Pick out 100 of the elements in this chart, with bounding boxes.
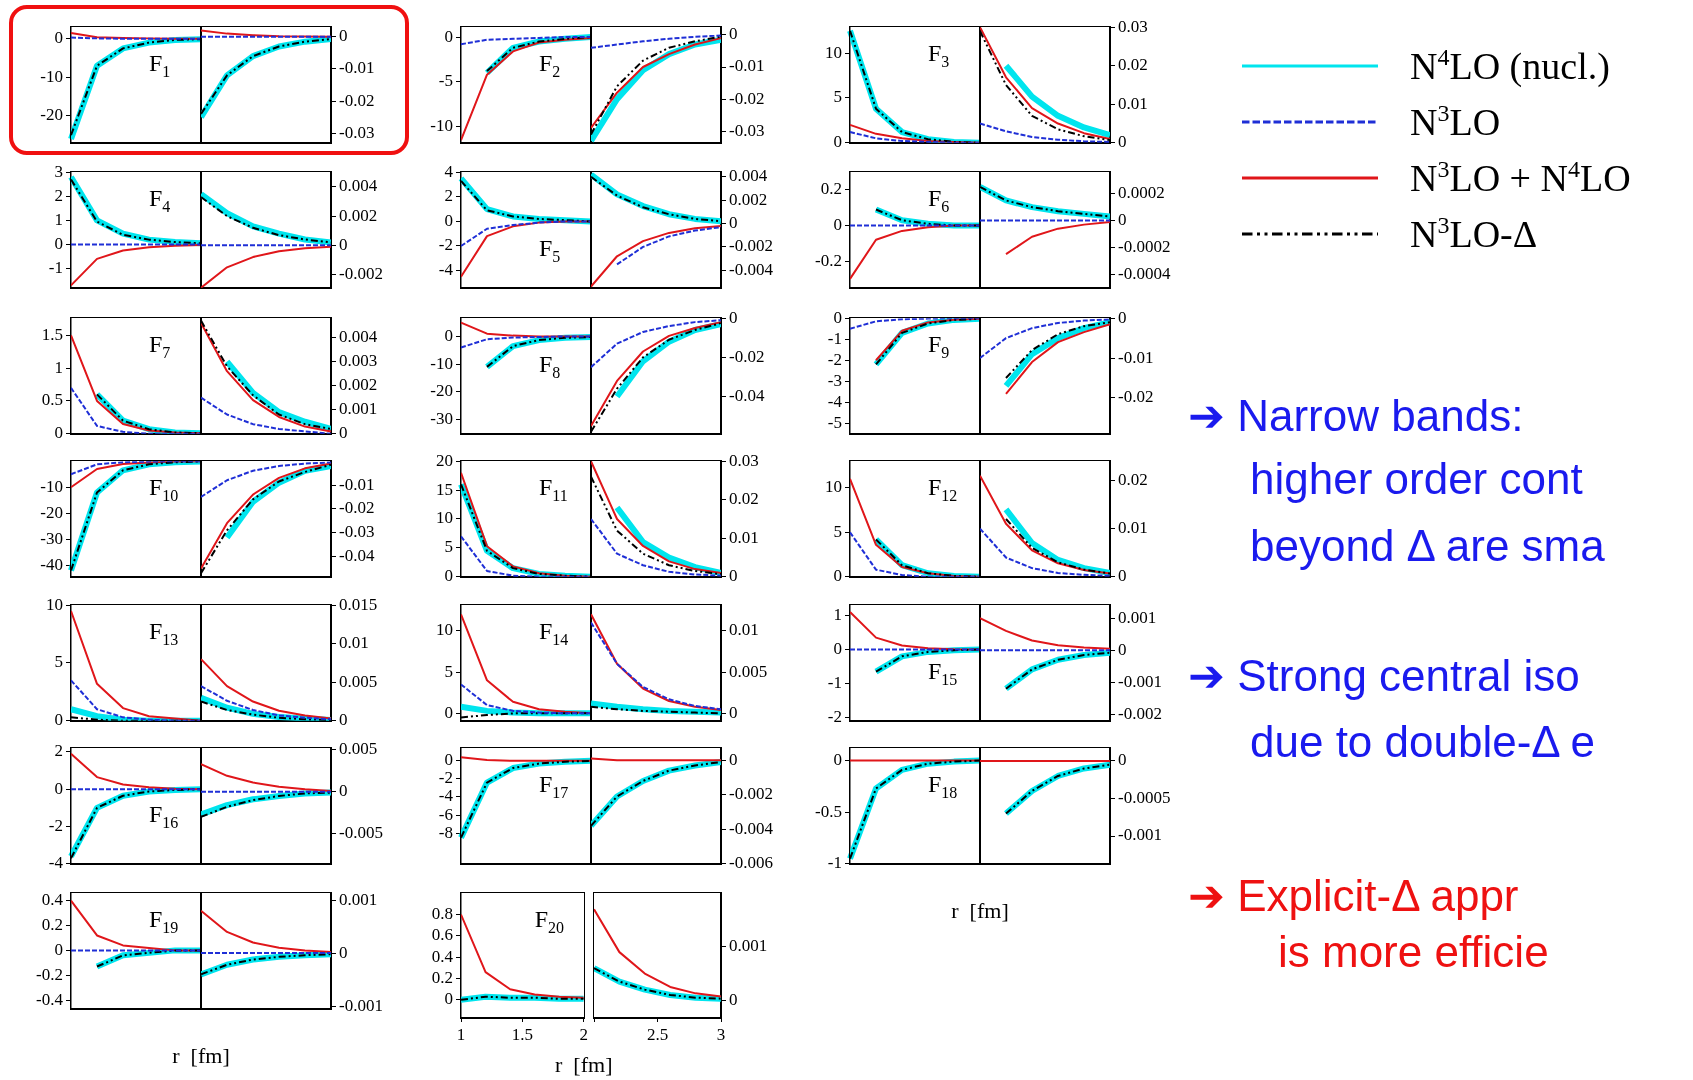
y-tick-label: -1 <box>48 258 63 277</box>
y-tick-label: 0 <box>1118 750 1127 770</box>
text: F$_{5}$ <box>539 235 561 265</box>
text: F$_{7}$ <box>149 331 171 361</box>
y-tick-label: 0.01 <box>1118 93 1148 113</box>
text: ➔ Narrow bands: <box>1188 391 1524 441</box>
y-tick-label: 0 <box>54 778 63 798</box>
y-tick-label: -8 <box>438 822 453 842</box>
x-axis-title: r [fm] <box>951 897 1009 923</box>
text: F$_{19}$ <box>149 906 179 936</box>
y-tick-label: 2 <box>54 185 63 205</box>
x-tick-label: 2.5 <box>646 1024 669 1044</box>
y-tick-label: -0.2 <box>36 964 63 984</box>
y-tick-label: -0.0004 <box>1118 263 1171 283</box>
y-tick-label: 0 <box>833 215 842 235</box>
y-tick-label: 10 <box>46 594 63 614</box>
y-tick-label: -10 <box>40 66 63 86</box>
y-tick-label: 0.4 <box>41 890 64 910</box>
y-tick-label: -0.04 <box>729 386 765 406</box>
y-tick-label: -40 <box>40 554 63 574</box>
y-tick-label: -0.01 <box>729 56 765 76</box>
y-tick-label: -0.006 <box>729 853 773 873</box>
y-tick-label: -4 <box>438 786 454 806</box>
y-tick-label: -0.01 <box>1118 347 1154 367</box>
text: F$_{9}$ <box>928 331 950 361</box>
legend-label: N$^{3}$LO-Δ <box>1410 212 1538 256</box>
y-tick-label: 3 <box>54 161 63 181</box>
y-tick-label: 0 <box>1118 132 1127 152</box>
y-tick-label: -0.002 <box>729 236 773 256</box>
y-tick-label: -5 <box>827 412 842 432</box>
y-tick-label: -0.001 <box>1118 671 1162 691</box>
y-tick-label: 0 <box>444 702 453 722</box>
y-tick-label: 1 <box>54 209 63 229</box>
text: F$_{3}$ <box>928 40 950 70</box>
y-tick-label: 0.004 <box>339 326 378 346</box>
y-tick-label: 0.004 <box>339 176 378 196</box>
y-tick-label: 0 <box>54 423 63 443</box>
y-tick-label: 0 <box>444 750 453 770</box>
y-tick-label: 0 <box>339 710 348 730</box>
y-tick-label: 10 <box>825 42 842 62</box>
y-tick-label: 20 <box>436 450 453 470</box>
y-tick-label: -2 <box>438 768 453 788</box>
y-tick-label: 0.01 <box>729 527 759 547</box>
text: F$_{10}$ <box>149 474 179 504</box>
y-tick-label: -1 <box>827 328 842 348</box>
y-tick-label: -0.005 <box>339 823 383 843</box>
y-tick-label: -0.002 <box>339 264 383 284</box>
text: F$_{18}$ <box>928 771 958 801</box>
text: F$_{12}$ <box>928 474 958 504</box>
y-tick-label: -0.004 <box>729 259 774 279</box>
y-tick-label: 5 <box>444 537 453 557</box>
y-tick-label: 0 <box>833 307 842 327</box>
y-tick-label: 1 <box>833 604 842 624</box>
y-tick-label: 2 <box>444 186 453 206</box>
text: ➔ Strong central iso <box>1188 651 1580 701</box>
text: beyond Δ are sma <box>1250 521 1605 571</box>
y-tick-label: 2 <box>54 741 63 761</box>
y-tick-label: -4 <box>438 260 454 280</box>
y-tick-label: -0.04 <box>339 546 375 566</box>
y-tick-label: 0 <box>54 939 63 959</box>
text: higher order cont <box>1250 454 1583 504</box>
y-tick-label: -2 <box>827 349 842 369</box>
y-tick-label: 0.002 <box>339 375 378 395</box>
y-tick-label: 0 <box>339 423 348 443</box>
y-tick-label: 1.5 <box>41 324 63 344</box>
y-tick-label: -0.02 <box>1118 387 1154 407</box>
y-tick-label: 0.001 <box>729 936 768 956</box>
y-tick-label: 0.001 <box>339 399 378 419</box>
y-tick-label: 0 <box>339 781 348 801</box>
y-tick-label: 0.002 <box>729 189 768 209</box>
y-tick-label: -4 <box>827 391 843 411</box>
text: F$_{14}$ <box>539 618 569 648</box>
y-tick-label: 0.005 <box>339 739 378 759</box>
text: ➔ Explicit-Δ appr <box>1188 871 1519 921</box>
y-tick-label: 0 <box>729 702 738 722</box>
y-tick-label: 10 <box>825 477 842 497</box>
y-tick-label: 0 <box>729 989 738 1009</box>
y-tick-label: 0.6 <box>431 925 453 945</box>
text: F$_{17}$ <box>539 771 569 801</box>
y-tick-label: 0 <box>444 210 453 230</box>
y-tick-label: -0.01 <box>339 474 375 494</box>
y-tick-label: 0.0002 <box>1118 183 1165 203</box>
y-tick-label: 0 <box>339 26 348 46</box>
y-tick-label: 10 <box>436 620 453 640</box>
legend-label: N$^{3}$LO + N$^{4}$LO <box>1410 156 1631 200</box>
y-tick-label: 0 <box>444 566 453 586</box>
x-tick-label: 1.5 <box>511 1024 533 1044</box>
y-tick-label: -10 <box>40 476 63 496</box>
x-tick-label: 2 <box>579 1024 588 1044</box>
y-tick-label: 0 <box>444 325 453 345</box>
y-tick-label: 0.015 <box>339 594 378 614</box>
y-tick-label: -10 <box>430 353 453 373</box>
y-tick-label: 0.2 <box>41 914 63 934</box>
y-tick-label: 0 <box>1118 566 1127 586</box>
y-tick-label: 0 <box>833 639 842 658</box>
y-tick-label: 1 <box>54 357 63 377</box>
y-tick-label: 0.02 <box>1118 55 1148 75</box>
text: F$_{15}$ <box>928 658 958 688</box>
y-tick-label: -0.02 <box>729 346 765 366</box>
y-tick-label: 0 <box>339 942 348 962</box>
